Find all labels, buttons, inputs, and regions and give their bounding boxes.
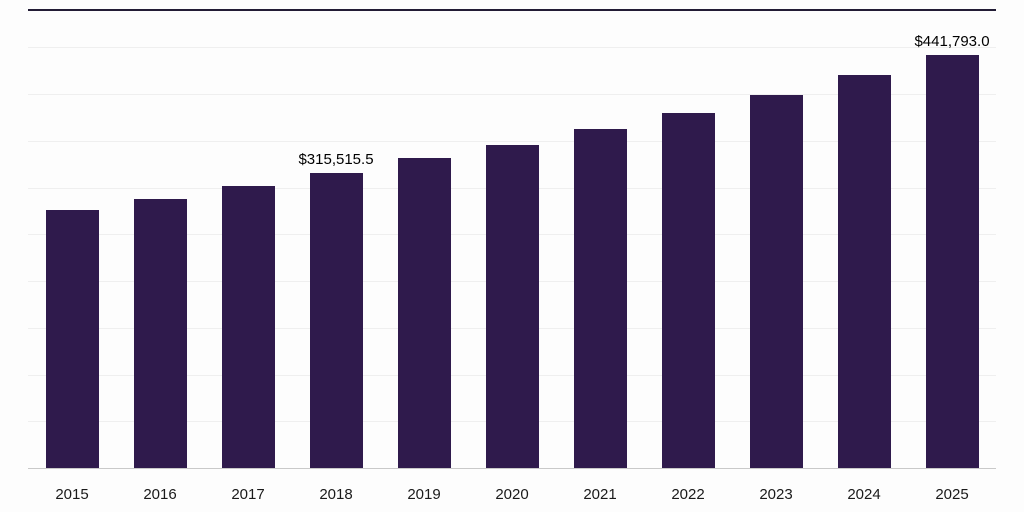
x-tick-label: 2021 bbox=[583, 486, 617, 503]
gridline bbox=[28, 140, 996, 142]
bar-2025 bbox=[925, 55, 979, 468]
x-tick-label: 2018 bbox=[319, 486, 353, 503]
bar-2021 bbox=[573, 128, 627, 468]
bar-2023 bbox=[749, 94, 803, 468]
x-tick-label: 2023 bbox=[759, 486, 793, 503]
bar-2016 bbox=[133, 198, 187, 468]
gridline bbox=[28, 47, 996, 49]
bar-2018 bbox=[309, 173, 363, 468]
x-tick-label: 2016 bbox=[143, 486, 177, 503]
bar-2024 bbox=[837, 74, 891, 468]
bar-2019 bbox=[397, 158, 451, 468]
x-tick-label: 2020 bbox=[495, 486, 529, 503]
x-axis-line bbox=[28, 468, 996, 469]
x-tick-label: 2017 bbox=[231, 486, 265, 503]
x-tick-label: 2015 bbox=[55, 486, 89, 503]
bar-2015 bbox=[45, 210, 99, 468]
bar-2020 bbox=[485, 144, 539, 468]
x-tick-label: 2025 bbox=[935, 486, 969, 503]
bar-2017 bbox=[221, 186, 275, 468]
bar-value-label: $441,793.0 bbox=[914, 33, 990, 51]
x-tick-label: 2024 bbox=[847, 486, 881, 503]
plot-top-border bbox=[28, 9, 996, 11]
x-tick-label: 2022 bbox=[671, 486, 705, 503]
x-tick-label: 2019 bbox=[407, 486, 441, 503]
bar-2022 bbox=[661, 112, 715, 468]
bar-value-label: $315,515.5 bbox=[298, 151, 374, 169]
gridline bbox=[28, 94, 996, 96]
